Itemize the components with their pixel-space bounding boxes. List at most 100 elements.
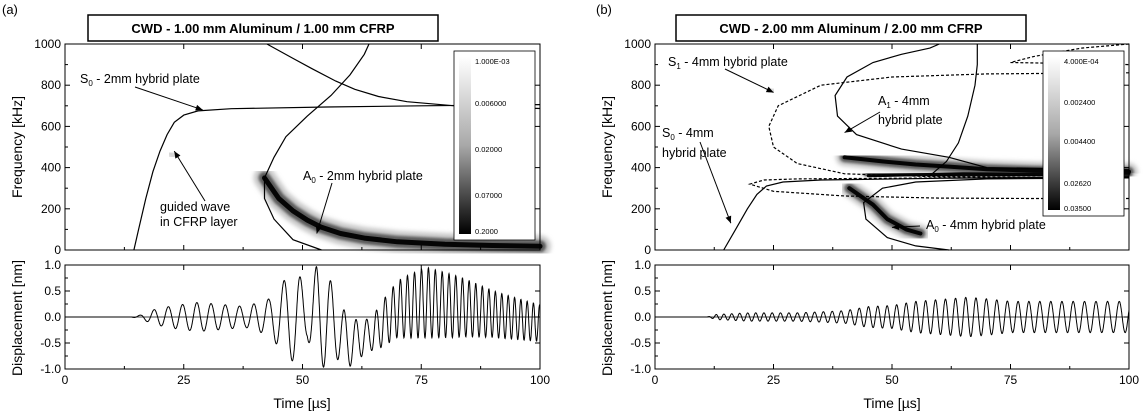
x-tick-label: 100 (530, 373, 550, 387)
x-tick-label: 25 (767, 373, 781, 387)
annotation-arrowhead (725, 215, 732, 224)
svg-text:A1 - 4mm: A1 - 4mm (878, 94, 930, 110)
annotation-text: hybrid plate (878, 113, 943, 127)
annotation-subscript: 0 (311, 176, 316, 185)
dispersion-curve-s0 (723, 176, 1130, 251)
y-tick-label: 200 (41, 202, 61, 216)
annotation-arrow (316, 182, 333, 234)
displacement-signal (65, 266, 541, 368)
dispersion-curve-s0 (133, 104, 541, 251)
annotation-s0: S0 - 4mm hybrid plate (662, 126, 727, 160)
x-tick-label: 0 (62, 373, 69, 387)
panel-label: (a) (2, 2, 18, 17)
y-axis-label: Displacement [nm] (9, 260, 25, 376)
annotation-base: S (80, 72, 88, 86)
dispersion-curve-a1 (834, 43, 1130, 171)
x-tick-label: 75 (1004, 373, 1018, 387)
annotation-arrowhead (174, 151, 181, 159)
dispersion-curve-a0-low (263, 43, 370, 251)
svg-text:A0 - 2mm hybrid plate: A0 - 2mm hybrid plate (303, 169, 423, 185)
annotation-arrowhead (892, 224, 900, 231)
y-tick-label: -1.0 (40, 362, 61, 376)
y-tick-label: 400 (631, 161, 651, 175)
colorbar-label: 4.000E-04 (1064, 57, 1099, 66)
displacement-axis: 0 25 50 75 100 -1.0 -0.5 0.0 0.5 1.0 (40, 258, 550, 387)
annotation-subscript: 0 (670, 133, 675, 142)
annotation-text: in CFRP layer (160, 215, 238, 229)
colorbar: 4.000E-04 0.002400 0.004400 0.02620 0.03… (1042, 50, 1125, 217)
colorbar-gradient (1048, 57, 1060, 210)
annotation-base: A (303, 169, 312, 183)
annotation-base: S (668, 55, 676, 69)
displacement-signal (655, 296, 1130, 337)
annotation-text: - 4mm (675, 126, 714, 140)
annotation-a0: A0 - 2mm hybrid plate (303, 169, 423, 185)
svg-text:A0 - 4mm hybrid plate: A0 - 4mm hybrid plate (926, 218, 1046, 234)
x-tick-label: 50 (296, 373, 310, 387)
colorbar-gradient (459, 57, 471, 234)
svg-text:S1 - 4mm hybrid plate: S1 - 4mm hybrid plate (668, 55, 788, 71)
displacement-plot (655, 296, 1130, 337)
y-tick-label: 1000 (624, 37, 651, 51)
colorbar-label: 0.004400 (1064, 137, 1095, 146)
annotation-text: - 2mm hybrid plate (93, 72, 200, 86)
annotation-text: - 4mm hybrid plate (681, 55, 788, 69)
panel-label: (b) (596, 2, 612, 17)
dispersion-curve-s1-lower_dashed (747, 176, 1130, 200)
colorbar: 1.000E-03 0.006000 0.02000 0.07000 0.200… (453, 50, 536, 241)
y-tick-label: 0.5 (44, 284, 61, 298)
panel-b: (b) CWD - 2.00 mm Aluminum / 2.00 mm CFR… (596, 2, 1139, 411)
title-box (87, 14, 439, 42)
annotation-a1: A1 - 4mm hybrid plate (878, 94, 943, 127)
annotation-arrow (699, 141, 732, 224)
dispersion-curve-s1-dashed (1010, 43, 1130, 66)
annotation-arrowhead (844, 126, 853, 133)
x-tick-label: 100 (1119, 373, 1139, 387)
dispersion-curve-s1-upper_dashed (768, 72, 1130, 179)
colorbar-label: 0.002400 (1064, 98, 1095, 107)
y-tick-label: 200 (631, 202, 651, 216)
chart-title: CWD - 2.00 mm Aluminum / 2.00 mm CFRP (719, 21, 983, 36)
x-axis-label: Time [µs] (863, 395, 920, 411)
y-tick-label: 0.0 (634, 310, 651, 324)
x-axis-label: Time [µs] (273, 395, 330, 411)
annotation-base: A (926, 218, 935, 232)
svg-text:S0 - 2mm hybrid plate: S0 - 2mm hybrid plate (80, 72, 200, 88)
heatmap-plot (133, 43, 551, 258)
annotation-text: - 4mm (891, 94, 930, 108)
annotation-arrowhead (315, 225, 322, 234)
annotation-text: guided wave (160, 200, 230, 214)
displacement-plot (65, 266, 541, 368)
colorbar-label: 0.02000 (475, 145, 502, 154)
annotation-subscript: 0 (88, 79, 93, 88)
annotation-arrow (724, 68, 774, 93)
dispersion-curve-a0-low (862, 177, 1130, 251)
y-tick-label: 0 (644, 243, 651, 257)
frequency-axis: 0 200 400 600 800 1000 (34, 37, 541, 257)
colorbar-label: 0.07000 (475, 191, 502, 200)
y-tick-label: -1.0 (630, 362, 651, 376)
annotation-s1: S1 - 4mm hybrid plate (668, 55, 788, 71)
heatmap-ridge-core (847, 186, 923, 236)
frequency-axis: 0 200 400 600 800 1000 (624, 37, 1130, 257)
colorbar-label: 0.03500 (1064, 204, 1091, 213)
svg-text:S0 - 4mm: S0 - 4mm (662, 126, 714, 142)
annotation-a0: A0 - 4mm hybrid plate (926, 218, 1046, 234)
heatmap-ridge-core (262, 175, 543, 249)
annotation-text: hybrid plate (662, 146, 727, 160)
annotation-s0: S0 - 2mm hybrid plate (80, 72, 200, 88)
y-tick-label: 0 (54, 243, 61, 257)
colorbar-label: 0.02620 (1064, 179, 1091, 188)
colorbar-label: 0.006000 (475, 99, 506, 108)
annotation-arrow (173, 150, 206, 202)
y-tick-label: 600 (631, 119, 651, 133)
y-axis-label: Displacement [nm] (599, 260, 615, 376)
y-tick-label: -0.5 (630, 336, 651, 350)
y-axis-label: Frequency [kHz] (9, 96, 25, 198)
colorbar-label: 1.000E-03 (475, 57, 510, 66)
x-tick-label: 50 (885, 373, 899, 387)
annotation-base: A (878, 94, 887, 108)
y-tick-label: 400 (41, 161, 61, 175)
annotation-arrowhead (195, 104, 203, 111)
y-tick-label: 1.0 (44, 258, 61, 272)
